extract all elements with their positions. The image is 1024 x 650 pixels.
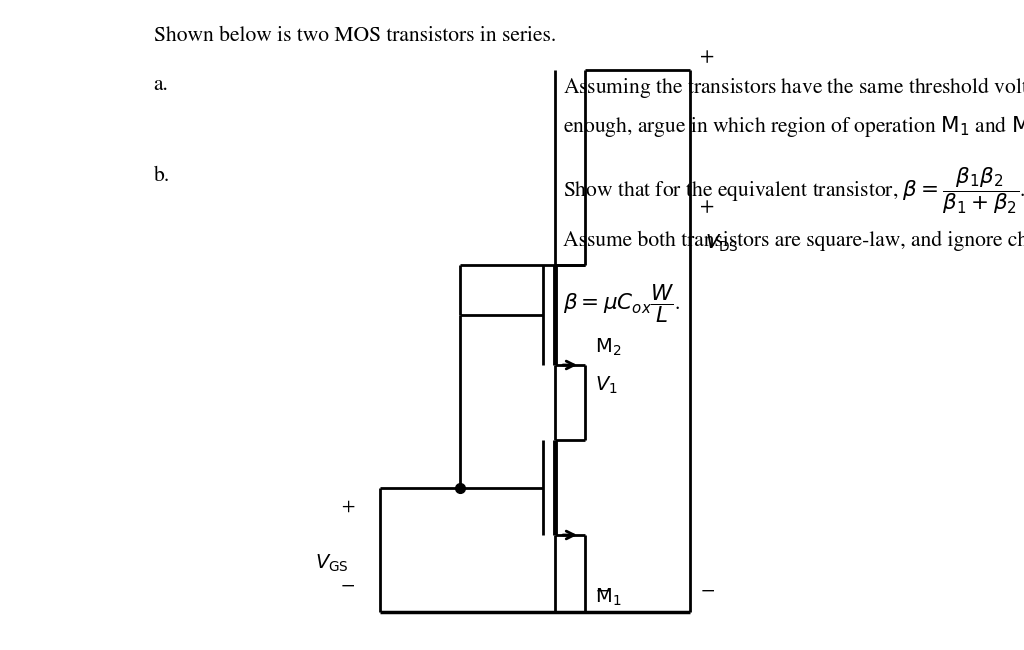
Text: $\mathrm{M}_2$: $\mathrm{M}_2$ [595,337,622,359]
Text: a.: a. [154,75,169,94]
Text: $\mathrm{M}_1$: $\mathrm{M}_1$ [595,587,622,608]
Text: enough, argue in which region of operation $\mathrm{M}_1$ and $\mathrm{M}_2$ are: enough, argue in which region of operati… [563,114,1024,138]
Text: $\beta = \mu C_{ox} \dfrac{W}{L}$.: $\beta = \mu C_{ox} \dfrac{W}{L}$. [563,283,681,326]
Text: Assume both transistors are square-law, and ignore channel length modulation.: Assume both transistors are square-law, … [563,231,1024,251]
Text: +: + [700,198,715,218]
Text: −: − [595,580,609,601]
Text: b.: b. [154,166,170,185]
Text: +: + [341,499,354,515]
Text: −: − [700,580,715,601]
Text: $V_{\mathrm{DS}}$: $V_{\mathrm{DS}}$ [706,233,739,254]
Text: −: − [340,576,354,596]
Text: Assuming the transistors have the same threshold voltage, and that $V_{\mathrm{D: Assuming the transistors have the same t… [563,75,1024,99]
Text: +: + [700,47,715,67]
Text: $V_{\mathrm{GS}}$: $V_{\mathrm{GS}}$ [315,552,349,574]
Text: Show that for the equivalent transistor, $\beta = \dfrac{\beta_1 \beta_2}{\beta_: Show that for the equivalent transistor,… [563,166,1024,216]
Text: Shown below is two MOS transistors in series.: Shown below is two MOS transistors in se… [154,26,556,46]
Text: $V_1$: $V_1$ [595,374,617,396]
